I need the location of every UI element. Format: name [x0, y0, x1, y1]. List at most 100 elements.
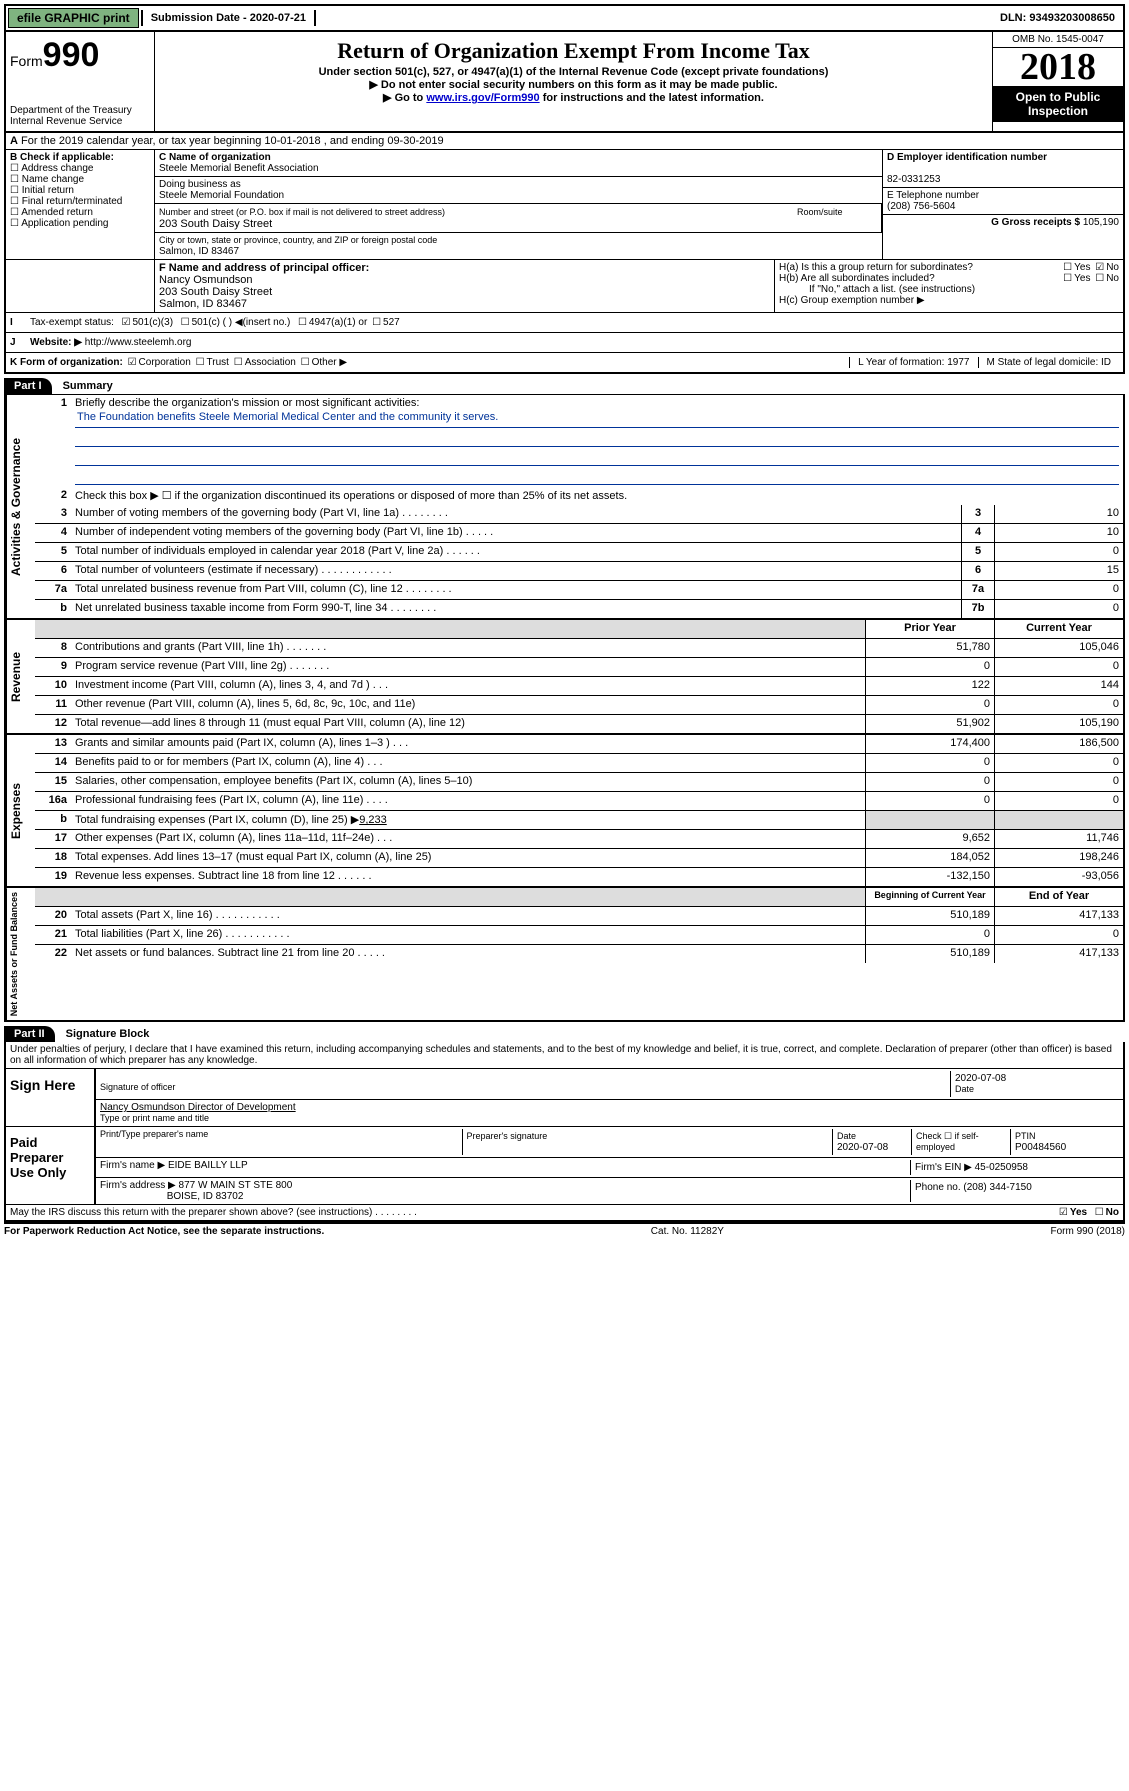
begin-hdr: Beginning of Current Year [865, 888, 994, 906]
city-value: Salmon, ID 83467 [159, 246, 239, 257]
line22: Net assets or fund balances. Subtract li… [71, 945, 865, 963]
p9: 0 [865, 658, 994, 676]
ha-no[interactable] [1093, 262, 1106, 273]
netassets-section: Net Assets or Fund Balances Beginning of… [4, 888, 1125, 1022]
p11: 0 [865, 696, 994, 714]
line15: Salaries, other compensation, employee b… [71, 773, 865, 791]
sign-here-label: Sign Here [6, 1069, 96, 1126]
e-phone-label: E Telephone number [887, 190, 979, 201]
c10: 144 [994, 677, 1123, 695]
c12: 105,190 [994, 715, 1123, 733]
c15: 0 [994, 773, 1123, 791]
line1-label: Briefly describe the organization's miss… [75, 397, 419, 409]
p13: 174,400 [865, 735, 994, 753]
firm-ein: 45-0250958 [975, 1162, 1028, 1173]
efile-print-button[interactable]: efile GRAPHIC print [8, 8, 139, 28]
p19: -132,150 [865, 868, 994, 886]
line11: Other revenue (Part VIII, column (A), li… [71, 696, 865, 714]
form-number: Form990 [10, 36, 150, 75]
c9: 0 [994, 658, 1123, 676]
row-a-period: A For the 2019 calendar year, or tax yea… [4, 133, 1125, 150]
room-label: Room/suite [797, 207, 843, 217]
val3: 10 [994, 505, 1123, 523]
c20: 417,133 [994, 907, 1123, 925]
discuss-yes[interactable] [1057, 1207, 1070, 1218]
officer-city: Salmon, ID 83467 [159, 298, 247, 310]
side-expenses: Expenses [6, 735, 35, 886]
c8: 105,046 [994, 639, 1123, 657]
part2-title: Signature Block [66, 1028, 150, 1040]
ssn-note: Do not enter social security numbers on … [159, 78, 988, 91]
signature-block: Under penalties of perjury, I declare th… [4, 1042, 1125, 1223]
cb-trust[interactable] [194, 357, 207, 368]
org-name: Steele Memorial Benefit Association [159, 163, 319, 174]
line8: Contributions and grants (Part VIII, lin… [71, 639, 865, 657]
form-header: Form990 Department of the Treasury Inter… [4, 32, 1125, 133]
top-toolbar: efile GRAPHIC print Submission Date - 20… [4, 4, 1125, 32]
line16a: Professional fundraising fees (Part IX, … [71, 792, 865, 810]
gross-value: 105,190 [1083, 217, 1119, 228]
cb-corp[interactable] [126, 357, 139, 368]
cb-amended[interactable]: Amended return [10, 207, 150, 218]
form-subtitle: Under section 501(c), 527, or 4947(a)(1)… [159, 66, 988, 78]
hb-yes[interactable] [1061, 273, 1074, 284]
check-self-employed[interactable]: Check ☐ if self-employed [911, 1129, 1010, 1155]
f-officer-label: F Name and address of principal officer: [159, 262, 369, 274]
side-netassets: Net Assets or Fund Balances [6, 888, 35, 1020]
form-title: Return of Organization Exempt From Incom… [161, 38, 986, 64]
g-gross-label: G Gross receipts $ [991, 217, 1080, 228]
irs-link[interactable]: www.irs.gov/Form990 [426, 92, 539, 104]
cb-4947[interactable] [296, 317, 309, 328]
officer-name: Nancy Osmundson [159, 274, 253, 286]
line2: Check this box ▶ ☐ if the organization d… [71, 487, 1123, 505]
sig-date1: 2020-07-08 [955, 1073, 1006, 1084]
cb-other[interactable] [299, 357, 312, 368]
cb-501c[interactable] [179, 317, 192, 328]
c18: 198,246 [994, 849, 1123, 867]
dept-treasury: Department of the Treasury [10, 105, 150, 116]
line13: Grants and similar amounts paid (Part IX… [71, 735, 865, 753]
tax-year: 2018 [993, 48, 1123, 86]
end-hdr: End of Year [994, 888, 1123, 906]
cb-app-pending[interactable]: Application pending [10, 218, 150, 229]
line10: Investment income (Part VIII, column (A)… [71, 677, 865, 695]
cb-final-return[interactable]: Final return/terminated [10, 196, 150, 207]
val5: 0 [994, 543, 1123, 561]
c19: -93,056 [994, 868, 1123, 886]
cb-501c3[interactable] [119, 317, 132, 328]
side-governance: Activities & Governance [6, 395, 35, 618]
discuss-no[interactable] [1093, 1207, 1106, 1218]
p21: 0 [865, 926, 994, 944]
current-year-hdr: Current Year [994, 620, 1123, 638]
val7a: 0 [994, 581, 1123, 599]
ha-yes[interactable] [1061, 262, 1074, 273]
line6: Total number of volunteers (estimate if … [71, 562, 961, 580]
goto-note: Go to www.irs.gov/Form990 for instructio… [159, 91, 988, 104]
line3: Number of voting members of the governin… [71, 505, 961, 523]
footer: For Paperwork Reduction Act Notice, see … [4, 1223, 1125, 1239]
mission-text: The Foundation benefits Steele Memorial … [75, 409, 1119, 428]
expenses-section: Expenses 13Grants and similar amounts pa… [4, 735, 1125, 888]
line12: Total revenue—add lines 8 through 11 (mu… [71, 715, 865, 733]
p20: 510,189 [865, 907, 994, 925]
c16a: 0 [994, 792, 1123, 810]
cb-name-change[interactable]: Name change [10, 174, 150, 185]
h-note: If "No," attach a list. (see instruction… [779, 284, 1119, 295]
website-url: http://www.steelemh.org [85, 337, 192, 348]
submission-date: Submission Date - 2020-07-21 [141, 10, 316, 26]
addr-label: Number and street (or P.O. box if mail i… [159, 207, 445, 217]
cb-address-change[interactable]: Address change [10, 163, 150, 174]
prior-year-hdr: Prior Year [865, 620, 994, 638]
line16b: Total fundraising expenses (Part IX, col… [71, 811, 865, 829]
k-row: K Form of organization: Corporation Trus… [4, 352, 1125, 374]
line9: Program service revenue (Part VIII, line… [71, 658, 865, 676]
line18: Total expenses. Add lines 13–17 (must eq… [71, 849, 865, 867]
open-public: Open to Public Inspection [993, 86, 1123, 122]
val6: 15 [994, 562, 1123, 580]
cb-assoc[interactable] [232, 357, 245, 368]
cb-527[interactable] [370, 317, 383, 328]
part1-title: Summary [63, 380, 113, 392]
c13: 186,500 [994, 735, 1123, 753]
hb-no[interactable] [1093, 273, 1106, 284]
cb-initial-return[interactable]: Initial return [10, 185, 150, 196]
